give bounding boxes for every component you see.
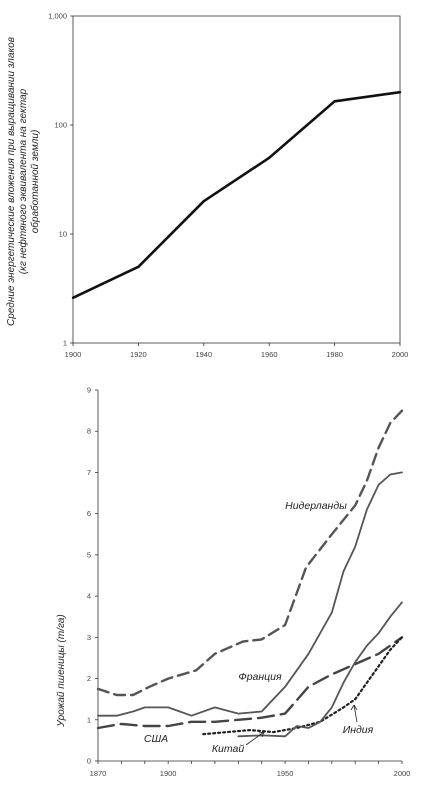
x-tick-label-1: 1980 xyxy=(326,350,343,359)
energy-point xyxy=(268,156,271,160)
label-pointer xyxy=(350,704,355,711)
series-line xyxy=(96,636,404,730)
y-tick-label-1: 10 xyxy=(59,230,67,239)
series-label: Китай xyxy=(212,743,244,755)
y-tick-label-1: 100 xyxy=(54,121,67,130)
series-label: Франция xyxy=(238,671,282,683)
energy-point xyxy=(202,199,205,203)
series-label: США xyxy=(144,733,168,745)
label-pointer xyxy=(353,704,358,723)
energy-point xyxy=(71,296,75,299)
y-tick-label-2: 9 xyxy=(87,386,91,395)
x-tick-label-2: 1870 xyxy=(90,769,107,778)
label-pointer xyxy=(261,731,265,738)
y-tick-label-1: 1 xyxy=(63,339,67,348)
energy-point xyxy=(137,265,140,269)
series-label: Нидерланды xyxy=(285,500,347,512)
x-tick-label-1: 2000 xyxy=(392,350,409,359)
label-pointer xyxy=(353,704,358,711)
y-tick-label-2: 6 xyxy=(87,509,91,518)
y-tick-label-2: 3 xyxy=(87,633,91,642)
x-tick-label-2: 1950 xyxy=(277,769,294,778)
x-tick-label-2: 1900 xyxy=(160,769,177,778)
series-line xyxy=(96,409,404,697)
y-tick-label-2: 0 xyxy=(87,757,91,766)
x-tick-label-1: 1920 xyxy=(130,350,147,359)
y-tick-label-2: 5 xyxy=(87,550,91,559)
series-line xyxy=(97,471,403,717)
series-label: Индия xyxy=(343,724,374,736)
series-line xyxy=(202,636,404,736)
y-axis-label-1: (кг нефтяного эквивалента на гектар xyxy=(17,88,29,274)
x-tick-label-1: 1940 xyxy=(195,350,212,359)
y-axis-label-2: Урожай пшеницы (т/га) xyxy=(56,614,67,727)
label-pointer xyxy=(245,731,265,746)
energy-point xyxy=(398,90,402,94)
energy-point xyxy=(333,100,336,103)
plot-frame-1 xyxy=(72,15,401,344)
y-tick-label-1: 1,000 xyxy=(48,12,67,21)
y-tick-label-2: 8 xyxy=(87,427,91,436)
label-pointer xyxy=(258,731,265,734)
y-tick-label-2: 1 xyxy=(87,715,91,724)
y-axis-label-1: Средние энергетические вложения при выра… xyxy=(6,37,17,326)
x-tick-label-1: 1900 xyxy=(65,350,82,359)
y-tick-label-2: 2 xyxy=(87,674,91,683)
y-tick-label-2: 4 xyxy=(87,592,91,601)
series-line xyxy=(237,601,403,738)
x-tick-label-1: 1960 xyxy=(261,350,278,359)
x-tick-label-2: 2000 xyxy=(394,769,411,778)
y-axis-label-1: обработанной земли) xyxy=(29,130,41,234)
y-tick-label-2: 7 xyxy=(87,468,91,477)
energy-line xyxy=(72,90,401,299)
